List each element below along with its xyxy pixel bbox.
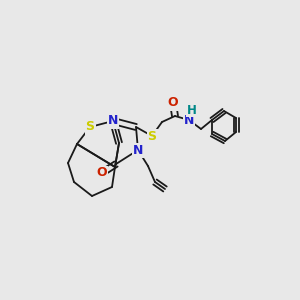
Text: N: N <box>108 115 118 128</box>
Text: N: N <box>133 143 143 157</box>
Text: N: N <box>184 113 194 127</box>
Text: S: S <box>85 121 94 134</box>
Text: S: S <box>148 130 157 142</box>
Text: O: O <box>168 97 178 110</box>
Text: O: O <box>97 167 107 179</box>
Text: H: H <box>187 103 197 116</box>
